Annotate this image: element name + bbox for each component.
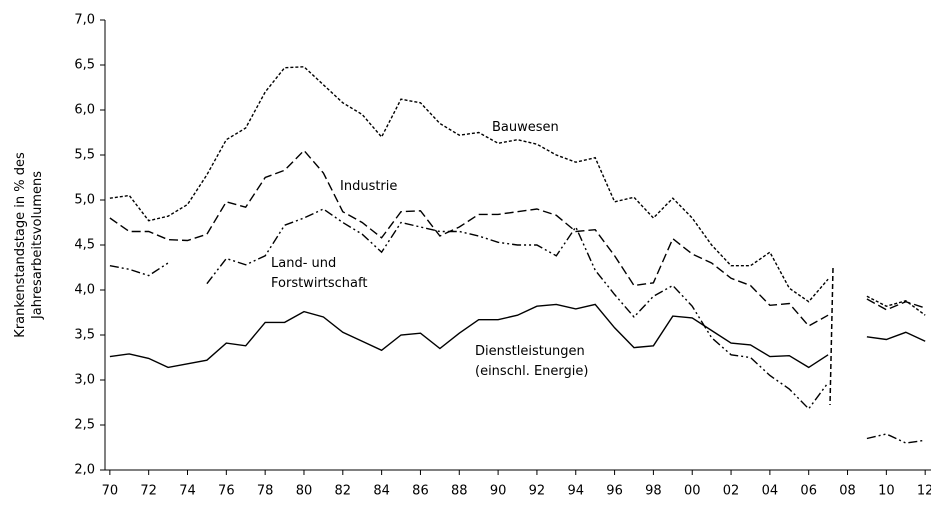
series-line — [109, 303, 926, 369]
x-tick-label: 90 — [490, 484, 507, 499]
x-tick-label: 06 — [800, 484, 817, 499]
x-tick-label: 80 — [296, 484, 313, 499]
annotation-line: (einschl. Energie) — [475, 364, 588, 379]
y-tick-label: 2,5 — [74, 418, 95, 433]
x-tick-label: 84 — [373, 484, 390, 499]
annotation: Industrie — [340, 179, 397, 194]
x-tick-label: 72 — [140, 484, 157, 499]
y-tick-label: 5,0 — [74, 193, 95, 208]
x-tick-label: 82 — [335, 484, 352, 499]
y-tick-label: 7,0 — [74, 13, 95, 28]
x-tick-label: 98 — [645, 484, 662, 499]
annotation-line: Bauwesen — [492, 120, 559, 135]
y-tick-label: 6,5 — [74, 58, 95, 73]
y-tick-label: 4,5 — [74, 238, 95, 253]
x-tick-label: 70 — [102, 484, 119, 499]
annotation: Dienstleistungen (einschl. Energie) — [475, 344, 588, 379]
x-tick-label: 04 — [762, 484, 779, 499]
y-tick-label: 3,5 — [74, 328, 95, 343]
x-tick-label: 74 — [179, 484, 196, 499]
series-line — [109, 66, 926, 316]
y-axis-label-line: Krankenstandstage in % des — [13, 152, 28, 338]
break-line — [829, 267, 834, 406]
x-tick-label: 10 — [878, 484, 895, 499]
x-tick-label: 76 — [218, 484, 235, 499]
x-tick-label: 12 — [917, 484, 931, 499]
x-tick-label: 86 — [412, 484, 429, 499]
y-tick-label: 6,0 — [74, 103, 95, 118]
x-tick-label: 96 — [606, 484, 623, 499]
series-line — [109, 149, 926, 327]
x-tick-label: 94 — [567, 484, 584, 499]
y-tick-label: 3,0 — [74, 373, 95, 388]
x-tick-label: 08 — [839, 484, 856, 499]
annotation-line: Forstwirtschaft — [271, 276, 367, 291]
x-tick-label: 78 — [257, 484, 274, 499]
y-tick-label: 5,5 — [74, 148, 95, 163]
x-tick-label: 00 — [684, 484, 701, 499]
series-line — [109, 208, 926, 444]
annotation-line: Dienstleistungen — [475, 344, 585, 359]
x-tick-label: 88 — [451, 484, 468, 499]
y-tick-label: 2,0 — [74, 463, 95, 478]
x-tick-label: 92 — [529, 484, 546, 499]
y-axis-label: Krankenstandstage in % des Jahresarbeitsv… — [13, 152, 45, 338]
annotation-line: Industrie — [340, 179, 397, 194]
annotation: Bauwesen — [492, 120, 559, 135]
annotation: Land- und Forstwirtschaft — [271, 256, 367, 291]
y-tick-label: 4,0 — [74, 283, 95, 298]
x-tick-label: 02 — [723, 484, 740, 499]
annotation-line: Land- und — [271, 256, 336, 271]
y-axis-label-line: Jahresarbeitsvolumens — [30, 171, 45, 320]
